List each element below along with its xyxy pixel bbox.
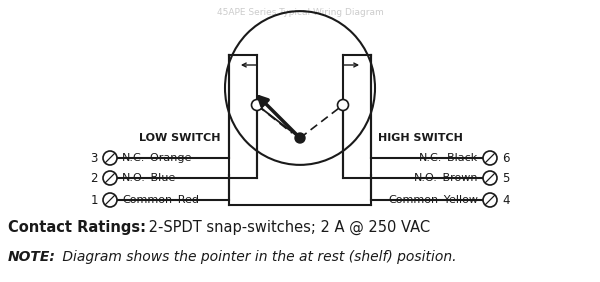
Text: 4: 4 (502, 193, 509, 206)
Text: Common–Red: Common–Red (122, 195, 199, 205)
Circle shape (251, 100, 263, 111)
Circle shape (337, 100, 349, 111)
Text: 5: 5 (502, 171, 509, 184)
Text: 6: 6 (502, 151, 509, 164)
Circle shape (103, 151, 117, 165)
Text: N.O.–Blue: N.O.–Blue (122, 173, 176, 183)
Circle shape (483, 171, 497, 185)
Text: N.C.–Black: N.C.–Black (419, 153, 478, 163)
Text: NOTE:: NOTE: (8, 250, 56, 264)
Text: N.O.–Brown: N.O.–Brown (413, 173, 478, 183)
Text: HIGH SWITCH: HIGH SWITCH (377, 133, 463, 143)
Circle shape (103, 171, 117, 185)
Circle shape (483, 193, 497, 207)
Circle shape (295, 133, 305, 143)
Text: Diagram shows the pointer in the at rest (shelf) position.: Diagram shows the pointer in the at rest… (58, 250, 457, 264)
Text: Contact Ratings:: Contact Ratings: (8, 220, 146, 235)
Text: Common–Yellow: Common–Yellow (388, 195, 478, 205)
Text: 1: 1 (91, 193, 98, 206)
Circle shape (103, 193, 117, 207)
Text: LOW SWITCH: LOW SWITCH (139, 133, 221, 143)
Text: 3: 3 (91, 151, 98, 164)
Circle shape (483, 151, 497, 165)
Text: 2-SPDT snap-switches; 2 A @ 250 VAC: 2-SPDT snap-switches; 2 A @ 250 VAC (144, 220, 430, 235)
Text: N.C.–Orange: N.C.–Orange (122, 153, 193, 163)
Text: 2: 2 (91, 171, 98, 184)
Text: 45APE Series Typical Wiring Diagram: 45APE Series Typical Wiring Diagram (217, 8, 383, 17)
